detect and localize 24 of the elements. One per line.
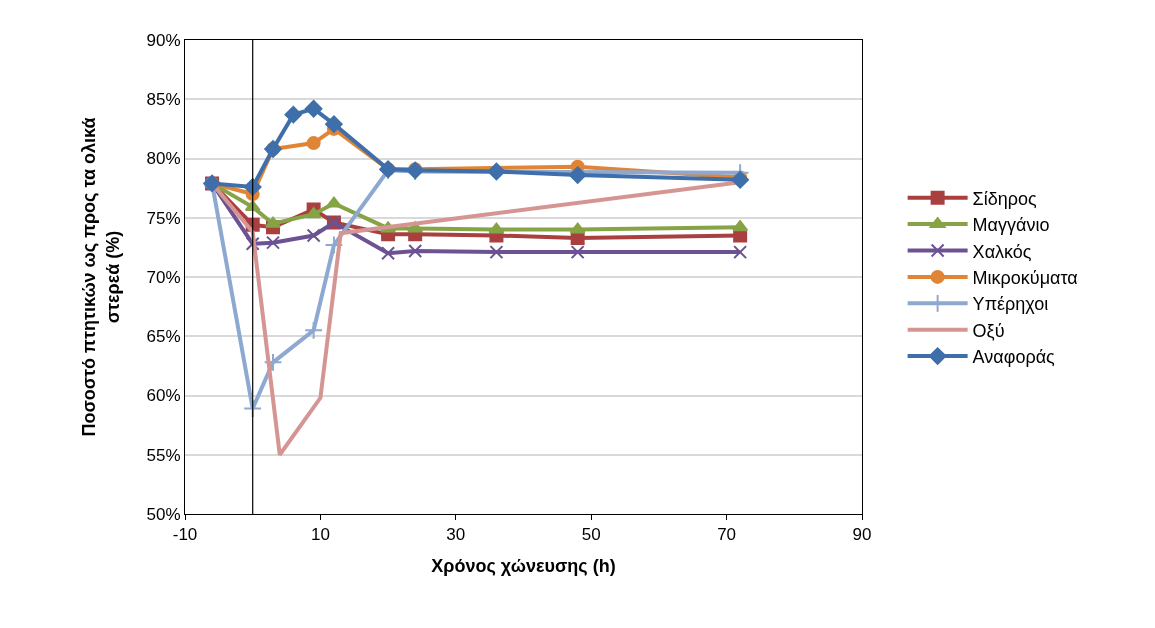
y-tick-label: 85% [146, 90, 181, 110]
x-axis-title: Χρόνος χώνευσης (h) [431, 555, 616, 576]
x-tick-label: 30 [446, 525, 466, 545]
y-tick-label: 65% [146, 327, 181, 347]
y-axis-title: Ποσοστό πτητικών ως προς τα ολικά στερεά (%) [79, 117, 123, 437]
legend-label: Οξύ [972, 320, 1005, 341]
y-tick-label: 90% [146, 30, 181, 50]
x-tick-label: 70 [717, 525, 737, 545]
x-tick-label: -10 [172, 525, 198, 545]
x-tick-label: 50 [581, 525, 601, 545]
y-tick-label: 55% [146, 445, 181, 465]
legend-label: Υπέρηχοι [972, 294, 1049, 315]
y-tick-label: 70% [146, 267, 181, 287]
x-tick-label: 10 [310, 525, 330, 545]
legend-label: Αναφοράς [972, 347, 1056, 368]
x-tick-label: 90 [852, 525, 872, 545]
y-tick-label: 50% [146, 504, 181, 524]
legend-label: Μικροκύματα [972, 267, 1078, 288]
y-tick-label: 80% [146, 149, 181, 169]
y-tick-label: 75% [146, 208, 181, 228]
legend-label: Σίδηρος [972, 188, 1038, 209]
y-tick-label: 60% [146, 386, 181, 406]
legend-label: Μαγγάνιο [972, 215, 1050, 236]
legend-label: Χαλκός [972, 241, 1032, 262]
